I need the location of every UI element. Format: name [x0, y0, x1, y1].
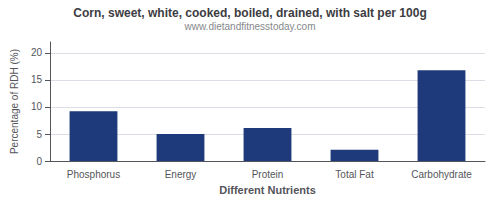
svg-text:20: 20 [31, 47, 43, 58]
svg-text:Different Nutrients: Different Nutrients [219, 184, 316, 196]
svg-text:Protein: Protein [252, 169, 284, 180]
svg-text:Phosphorus: Phosphorus [67, 169, 120, 180]
svg-text:0: 0 [36, 156, 42, 167]
svg-text:Corn, sweet, white, cooked, bo: Corn, sweet, white, cooked, boiled, drai… [73, 6, 426, 20]
svg-text:Energy: Energy [165, 169, 197, 180]
svg-text:Carbohydrate: Carbohydrate [411, 169, 472, 180]
svg-text:15: 15 [31, 74, 43, 85]
svg-text:Total Fat: Total Fat [335, 169, 374, 180]
svg-text:Percentage of RDH (%): Percentage of RDH (%) [9, 49, 20, 154]
svg-text:5: 5 [36, 129, 42, 140]
svg-text:10: 10 [31, 101, 43, 112]
svg-text:www.dietandfitnesstoday.com: www.dietandfitnesstoday.com [184, 21, 316, 32]
